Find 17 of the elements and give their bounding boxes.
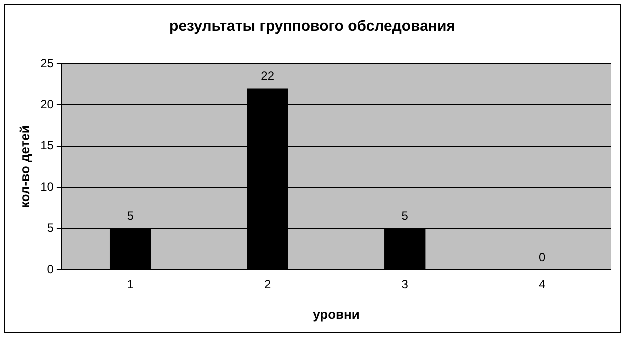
data-label: 5 — [127, 209, 134, 224]
x-tick-label: 1 — [127, 278, 134, 292]
chart-title: результаты группового обследования — [170, 18, 456, 36]
x-axis-title: уровни — [313, 306, 360, 322]
data-label: 0 — [539, 250, 546, 264]
y-tick-label: 5 — [47, 221, 54, 236]
y-tick-label: 15 — [40, 138, 54, 153]
y-tick-label: 0 — [47, 262, 54, 276]
x-tick-label: 3 — [402, 278, 409, 292]
x-tick-label: 2 — [264, 278, 272, 292]
data-label: 22 — [261, 69, 275, 84]
y-tick-label: 20 — [40, 98, 54, 112]
y-tick-label: 25 — [40, 56, 54, 70]
y-axis-title: кол-во детей — [17, 126, 32, 208]
x-tick-label: 4 — [539, 278, 546, 292]
y-tick-label: 10 — [40, 180, 54, 194]
data-label: 5 — [402, 209, 409, 224]
